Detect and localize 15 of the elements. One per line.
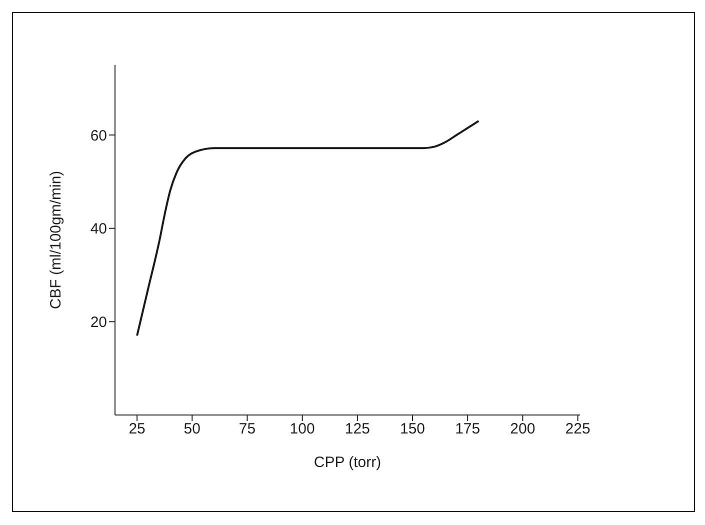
- y-tick-label: 40: [90, 220, 107, 238]
- x-tick-label: 225: [565, 420, 590, 438]
- y-tick-label: 60: [90, 127, 107, 144]
- y-axis-title: CBF (ml/100gm/min): [47, 170, 64, 310]
- x-tick-label: 175: [455, 420, 480, 438]
- x-tick-label: 125: [344, 420, 370, 438]
- x-tick-label: 75: [238, 420, 256, 438]
- line-series: [136, 120, 480, 337]
- x-tick-label: 25: [128, 420, 146, 438]
- x-tick-label: 100: [290, 420, 315, 438]
- x-tick-label: 50: [184, 420, 200, 438]
- x-tick-label: 150: [400, 420, 426, 438]
- y-tick-label: 20: [90, 314, 107, 331]
- x-tick-label: 200: [510, 420, 536, 438]
- x-axis-title: CPP (torr): [314, 454, 382, 471]
